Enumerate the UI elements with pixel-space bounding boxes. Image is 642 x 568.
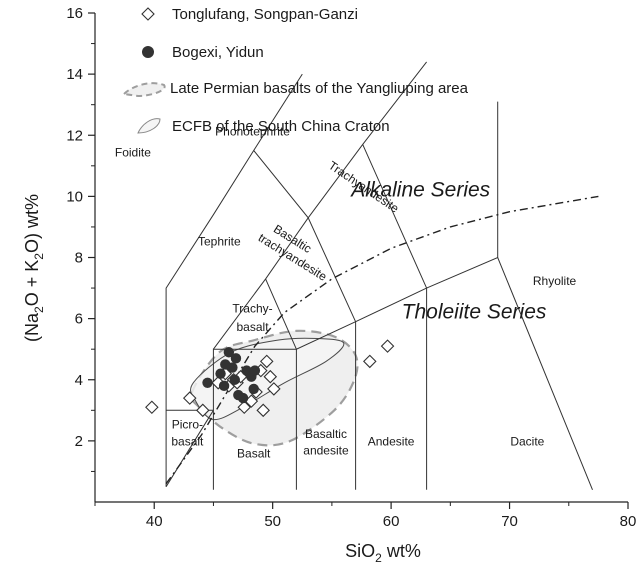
tonglufang-point xyxy=(380,339,395,353)
bogexi-point xyxy=(229,374,240,385)
field-label: Foidite xyxy=(115,146,151,160)
legend-label: Tonglufang, Songpan-Ganzi xyxy=(172,6,358,23)
legend-label: ECFB of the South China Craton xyxy=(172,118,390,135)
bogexi-point xyxy=(248,383,259,395)
tonglufang-point xyxy=(256,403,270,418)
y-axis-title: (Na2O + K2O) wt% xyxy=(22,194,46,342)
tonglufang-point xyxy=(259,354,274,369)
tonglufang-point xyxy=(263,369,278,384)
legend-label: Late Permian basalts of the Yangliuping … xyxy=(170,80,469,97)
legend-label: Bogexi, Yidun xyxy=(172,44,264,61)
series-label: Tholeiite Series xyxy=(402,301,547,324)
bogexi-point xyxy=(223,347,235,358)
bogexi-point xyxy=(249,365,261,376)
y-tick-label: 8 xyxy=(75,250,83,267)
field-label: basalt xyxy=(237,320,270,334)
field-label: Andesite xyxy=(368,434,415,448)
boundary-line-6 xyxy=(253,150,357,490)
series-label: Alkaline Series xyxy=(349,178,490,201)
axes: 40 50 60 70 80 2 4 6 8 10 12 14 16 xyxy=(66,5,636,530)
field-label: Trachy- xyxy=(232,302,272,316)
field-boundaries xyxy=(165,61,593,490)
field-label: andesite xyxy=(303,444,349,458)
bogexi-point xyxy=(230,353,242,364)
y-tick-label: 14 xyxy=(66,66,83,83)
tonglufang-point xyxy=(182,391,197,405)
field-label: Dacite xyxy=(510,434,544,448)
x-tick-label: 40 xyxy=(146,513,163,530)
y-tick-label: 6 xyxy=(75,311,83,328)
legend-dashed-shape xyxy=(121,82,166,98)
y-tick-label: 4 xyxy=(75,372,83,389)
x-axis-title: SiO2 wt% xyxy=(345,541,421,565)
legend: Tonglufang, Songpan-Ganzi Bogexi, Yidun La… xyxy=(121,6,469,135)
boundary-line-5 xyxy=(265,278,297,490)
x-tick-label: 50 xyxy=(264,513,281,530)
y-tick-label: 10 xyxy=(66,188,83,205)
field-label: Basalt xyxy=(237,447,271,461)
tonglufang-point xyxy=(237,400,252,415)
bogexi-point xyxy=(220,359,231,370)
alkaline-tholeiite-divider xyxy=(165,195,599,485)
y-tick-label: 16 xyxy=(66,5,83,22)
x-tick-label: 70 xyxy=(501,513,518,530)
bogexi-point xyxy=(202,377,213,389)
field-label: Phonotephrite xyxy=(215,124,290,138)
boundary-line-1 xyxy=(165,73,303,487)
tonglufang-point xyxy=(196,403,210,418)
tonglufang-point xyxy=(145,400,159,415)
boundary-line-7 xyxy=(362,144,428,490)
legend-diamond xyxy=(141,7,155,21)
bogexi-point xyxy=(237,392,249,404)
data-points xyxy=(145,339,395,418)
series-labels: Alkaline Series Tholeiite Series xyxy=(349,178,547,323)
field-label: Rhyolite xyxy=(533,274,577,288)
legend-circle xyxy=(142,46,154,58)
field-label: basalt xyxy=(171,434,204,448)
x-tick-label: 60 xyxy=(383,513,400,530)
field-label: Tephrite xyxy=(198,234,241,248)
legend-gray-shape xyxy=(137,118,161,134)
x-tick-label: 80 xyxy=(620,513,637,530)
y-tick-label: 2 xyxy=(75,433,83,450)
bogexi-point xyxy=(215,368,226,379)
field-label: Picro- xyxy=(172,418,203,432)
divider-line xyxy=(165,195,599,485)
field-label: Basaltic xyxy=(305,427,347,441)
bogexi-point xyxy=(218,380,230,392)
y-tick-label: 12 xyxy=(66,127,83,144)
tonglufang-point xyxy=(363,354,377,369)
tonglufang-point xyxy=(267,382,281,396)
